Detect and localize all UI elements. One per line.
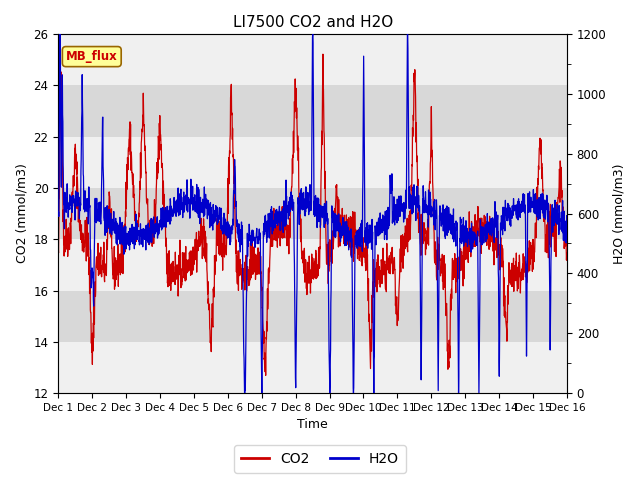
Bar: [58, 85, 567, 137]
Text: MB_flux: MB_flux: [66, 50, 118, 63]
Bar: [58, 342, 567, 393]
Y-axis label: H2O (mmol/m3): H2O (mmol/m3): [612, 163, 625, 264]
Bar: [58, 239, 567, 290]
Bar: [58, 34, 567, 85]
Bar: [58, 137, 567, 188]
Title: LI7500 CO2 and H2O: LI7500 CO2 and H2O: [232, 15, 393, 30]
Bar: [58, 188, 567, 239]
Legend: CO2, H2O: CO2, H2O: [234, 445, 406, 473]
Y-axis label: CO2 (mmol/m3): CO2 (mmol/m3): [15, 164, 28, 264]
X-axis label: Time: Time: [297, 419, 328, 432]
Bar: [58, 290, 567, 342]
